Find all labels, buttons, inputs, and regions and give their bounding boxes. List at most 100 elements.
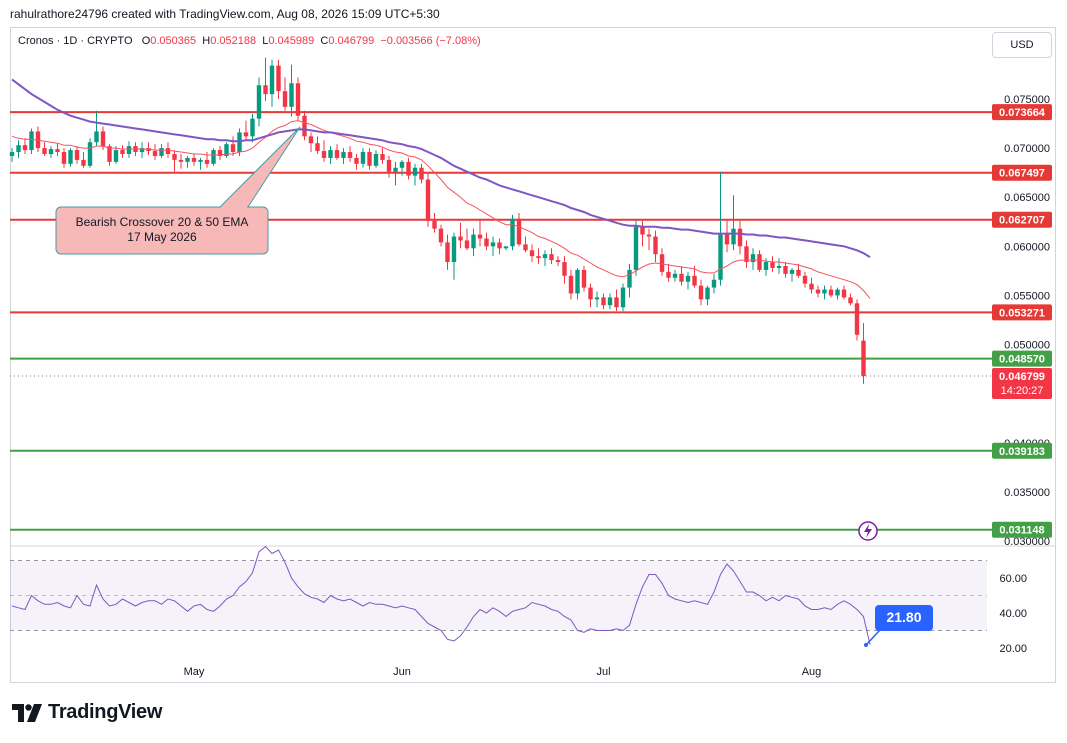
candle-body <box>172 154 177 160</box>
open-value: 0.050365 <box>150 35 197 47</box>
candle-body <box>289 83 294 107</box>
open-label: O <box>141 35 151 47</box>
candle-body <box>510 218 515 247</box>
countdown-text: 14:20:27 <box>1001 385 1044 397</box>
candle-body <box>620 287 626 308</box>
rsi-tick: 20.00 <box>999 643 1027 655</box>
crossover-annotation[interactable]: Bearish Crossover 20 & 50 EMA 17 May 202… <box>55 126 301 255</box>
candle-body <box>815 289 821 294</box>
ema50-line <box>11 78 871 258</box>
candle-body <box>120 150 125 155</box>
candle-body <box>542 254 548 259</box>
candle-body <box>204 159 210 164</box>
candle-body <box>308 136 314 144</box>
rsi-value-badge: 21.80 <box>864 605 933 647</box>
candle-body <box>555 260 561 263</box>
candle-body <box>536 256 541 259</box>
level-price-text: 0.067497 <box>999 168 1045 180</box>
candle-body <box>380 154 385 160</box>
candle-body <box>633 226 639 270</box>
price-tick: 0.055000 <box>1004 290 1050 302</box>
attribution-text: rahulrathore24796 created with TradingVi… <box>10 7 440 21</box>
high-value: 0.052188 <box>210 35 257 47</box>
candle-body <box>22 145 28 151</box>
candle-body <box>607 297 613 306</box>
candle-body <box>165 148 171 155</box>
callout-line2: 17 May 2026 <box>127 230 197 244</box>
candle-body <box>354 157 359 164</box>
level-price-text: 0.048570 <box>999 354 1045 366</box>
candle-body <box>835 289 840 296</box>
last-price-text: 0.046799 <box>999 371 1045 383</box>
candle-body <box>9 152 15 156</box>
candle-body <box>692 275 697 286</box>
candle-body <box>282 91 288 107</box>
candle-body <box>809 283 814 290</box>
candle-body <box>666 271 671 278</box>
brand-name: TradingView <box>48 701 163 723</box>
candle-body <box>776 265 782 268</box>
candle-body <box>601 297 606 306</box>
currency-button[interactable]: USD <box>992 32 1052 58</box>
price-tick: 0.065000 <box>1004 192 1050 204</box>
level-price-text: 0.039183 <box>999 446 1045 458</box>
candle-body <box>614 297 619 308</box>
candle-body <box>94 131 99 143</box>
tradingview-logo[interactable]: TradingView <box>12 701 162 724</box>
candle-body <box>724 234 730 245</box>
candle-body <box>744 246 749 263</box>
level-price-badge <box>992 164 1052 181</box>
candle-body <box>263 85 268 95</box>
candle-body <box>315 143 320 152</box>
close-value: 0.046799 <box>328 35 375 47</box>
candle-body <box>341 152 346 158</box>
candle-body <box>276 65 281 92</box>
price-labels: 0.073664 0.067497 0.062707 0.053271 0.048570… <box>992 104 1052 538</box>
candle-body <box>477 234 483 239</box>
level-price-badge <box>992 104 1052 121</box>
candle-body <box>464 240 470 249</box>
candle-body <box>679 273 684 282</box>
candle-body <box>451 236 457 263</box>
ohlc-legend: Cronos · 1D · CRYPTO O0.050365 H0.052188… <box>18 35 481 47</box>
candle-body <box>295 83 301 116</box>
candle-body <box>328 150 333 158</box>
candle-body <box>393 167 398 172</box>
price-tick: 0.030000 <box>1004 536 1050 548</box>
lightning-icon[interactable] <box>858 521 878 541</box>
candle-body <box>458 236 463 241</box>
candle-body <box>48 149 54 155</box>
candle-body <box>549 254 554 261</box>
candle-body <box>503 246 509 249</box>
price-tick: 0.060000 <box>1004 241 1050 253</box>
candle-body <box>822 289 827 294</box>
candle-body <box>198 159 203 162</box>
level-price-text: 0.073664 <box>999 107 1046 119</box>
candle-body <box>178 159 184 162</box>
symbol-label[interactable]: Cronos · 1D · CRYPTO <box>18 35 133 47</box>
price-tick: 0.070000 <box>1004 143 1050 155</box>
candle-body <box>653 236 658 255</box>
level-price-badge <box>992 442 1052 459</box>
candle-body <box>802 275 808 284</box>
candle-body <box>685 275 691 282</box>
rsi-value-text: 21.80 <box>886 609 921 625</box>
candle-body <box>711 279 717 288</box>
candle-body <box>230 144 236 153</box>
candle-body <box>419 167 424 180</box>
candle-body <box>406 161 411 176</box>
candle-body <box>861 340 866 376</box>
callout-box <box>55 206 269 255</box>
candle-body <box>594 297 600 300</box>
rsi-band <box>10 545 1056 631</box>
horizontal-levels[interactable] <box>10 111 992 531</box>
time-tick: Jul <box>596 666 610 678</box>
candle-body <box>139 148 145 153</box>
callout-line1: Bearish Crossover 20 & 50 EMA <box>76 215 249 229</box>
candle-body <box>705 287 710 300</box>
candle-body <box>302 115 307 137</box>
candle-body <box>568 275 574 294</box>
rsi-line <box>11 545 871 645</box>
price-chart[interactable]: 0.075000 0.070000 0.065000 0.060000 0.055000… <box>0 0 1067 690</box>
candle-body <box>61 152 67 164</box>
